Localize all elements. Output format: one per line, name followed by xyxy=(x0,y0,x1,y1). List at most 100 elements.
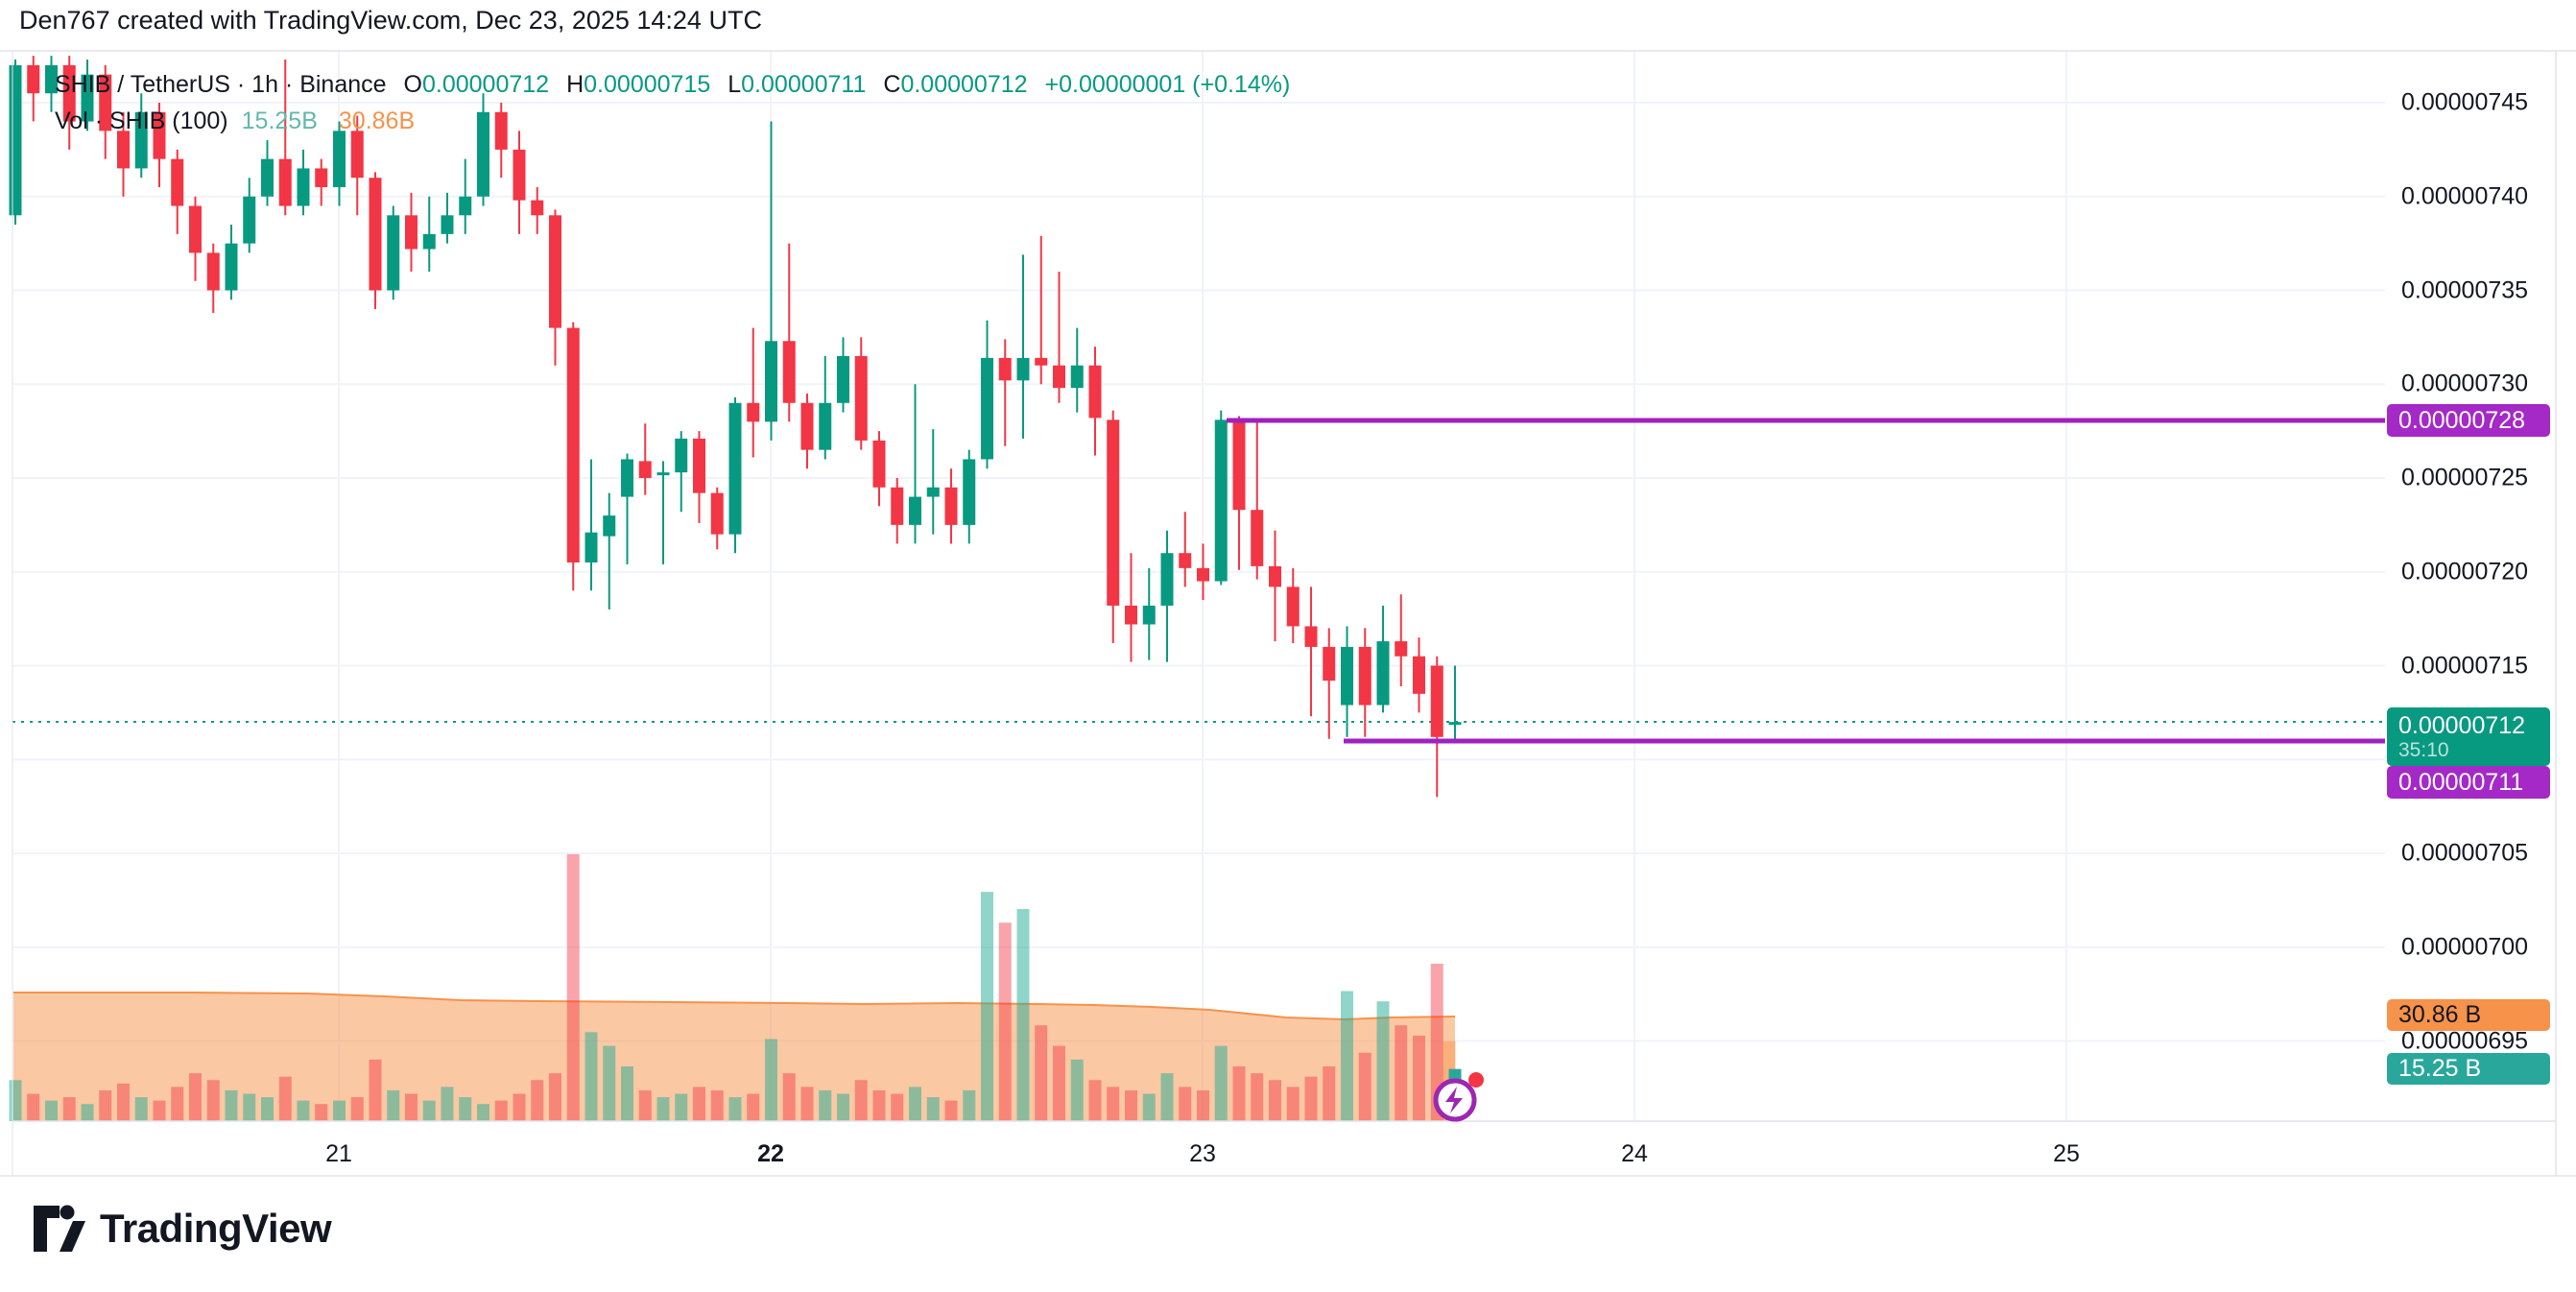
volume-bar xyxy=(926,1097,940,1121)
volume-bar xyxy=(800,1087,814,1121)
volume-bar xyxy=(728,1097,742,1121)
time-axis-label: 22 xyxy=(757,1140,784,1167)
candle-body xyxy=(405,215,417,250)
volume-bar xyxy=(566,853,580,1121)
candle-body xyxy=(1125,605,1137,625)
candle-body xyxy=(369,178,382,291)
candle-body xyxy=(656,472,670,476)
volume-bar xyxy=(1035,1025,1048,1121)
candle-body xyxy=(693,438,705,493)
volume-bar xyxy=(1232,1065,1246,1121)
price-axis-label: 0.00000700 xyxy=(2401,933,2529,961)
legend-symbol-row[interactable]: SHIB / TetherUS · 1h · Binance O0.0000071… xyxy=(55,71,1290,99)
volume-bar xyxy=(206,1080,220,1121)
volume-bar xyxy=(656,1097,670,1121)
volume-bar xyxy=(1395,1025,1408,1121)
candle-body xyxy=(1070,365,1084,389)
candle-body xyxy=(117,131,130,169)
volume-bar xyxy=(405,1093,417,1121)
volume-bar xyxy=(422,1100,436,1121)
volume-bar xyxy=(441,1087,454,1121)
candle-body xyxy=(765,341,777,422)
volume-bar xyxy=(675,1093,688,1121)
volume-bar xyxy=(9,1080,22,1121)
candle-body xyxy=(278,158,292,206)
volume-bar xyxy=(837,1093,849,1121)
volume-bar xyxy=(45,1100,58,1121)
candle-body xyxy=(549,215,561,328)
volume-bar xyxy=(171,1087,184,1121)
volume-bar xyxy=(998,922,1012,1121)
watermark-title: Den767 created with TradingView.com, Dec… xyxy=(19,6,762,35)
volume-bar xyxy=(854,1080,868,1121)
candle-body xyxy=(243,196,256,244)
candle-body xyxy=(261,158,274,197)
candle-body xyxy=(134,111,148,169)
candle-body xyxy=(531,200,544,216)
volume-bar xyxy=(261,1097,274,1121)
legend-volume-current: 15.25B xyxy=(241,108,318,134)
candle-body xyxy=(909,496,921,525)
volume-bar xyxy=(1269,1080,1281,1121)
candle-body xyxy=(710,492,724,535)
candle-body xyxy=(1142,605,1156,625)
time-axis-label: 21 xyxy=(325,1140,352,1167)
candle-body xyxy=(513,149,526,201)
price-axis-label: 0.00000730 xyxy=(2401,370,2529,397)
volume-bar xyxy=(1251,1073,1264,1121)
candle-body xyxy=(387,215,400,291)
candle-body xyxy=(441,215,454,234)
time-axis-label: 25 xyxy=(2053,1140,2080,1167)
candle-body xyxy=(1251,510,1264,566)
time-axis-label: 23 xyxy=(1189,1140,1216,1167)
volume-bar xyxy=(369,1059,382,1121)
candle-body xyxy=(584,532,598,562)
tradingview-logo[interactable]: TradingView xyxy=(33,1205,332,1253)
volume-bar xyxy=(1376,1001,1390,1121)
volume-bar xyxy=(891,1093,904,1121)
volume-ma-line xyxy=(13,992,1456,1021)
candle-body xyxy=(1214,419,1228,582)
candle-body xyxy=(819,402,832,450)
legend-volume-label: Vol · SHIB (100) xyxy=(55,108,228,134)
price-axis-label: 0.00000705 xyxy=(2401,839,2529,867)
volume-bar xyxy=(872,1089,886,1121)
legend-close: C0.00000712 xyxy=(883,71,1028,98)
volume-bar xyxy=(710,1089,724,1121)
volume-bar xyxy=(1413,1035,1425,1121)
volume-bar xyxy=(1179,1087,1192,1121)
price-axis-label: 0.00000715 xyxy=(2401,652,2529,679)
volume-bar xyxy=(782,1073,796,1121)
candle-body xyxy=(422,233,436,250)
candle-body xyxy=(1358,646,1371,706)
candle-body xyxy=(1413,656,1425,694)
candle-body xyxy=(621,459,633,497)
volume-bar xyxy=(1430,964,1443,1121)
candle-body xyxy=(998,357,1012,381)
candle-body xyxy=(62,64,76,122)
candle-body xyxy=(494,111,508,150)
legend-volume-row[interactable]: Vol · SHIB (100) 15.25B 30.86B xyxy=(55,108,415,135)
candle-body xyxy=(638,461,652,478)
volume-bar xyxy=(1197,1089,1209,1121)
candle-body xyxy=(837,355,849,403)
axis-badge-last-price: 0.00000712 35:10 xyxy=(2387,707,2550,766)
candle-body xyxy=(926,487,940,497)
volume-bar xyxy=(1142,1093,1156,1121)
candle-body xyxy=(728,402,742,535)
volume-bar xyxy=(117,1083,130,1121)
volume-bar xyxy=(765,1039,777,1121)
lightning-bolt-icon xyxy=(1445,1087,1463,1113)
volume-bar xyxy=(1160,1073,1174,1121)
volume-bar xyxy=(819,1089,832,1121)
candle-body xyxy=(99,74,112,132)
candle-body xyxy=(297,168,310,206)
candle-body xyxy=(1107,419,1120,606)
candle-body xyxy=(782,341,796,403)
candle-body xyxy=(854,355,868,441)
candle-body xyxy=(675,438,688,473)
candle-body xyxy=(45,64,58,94)
volume-bar xyxy=(297,1100,310,1121)
